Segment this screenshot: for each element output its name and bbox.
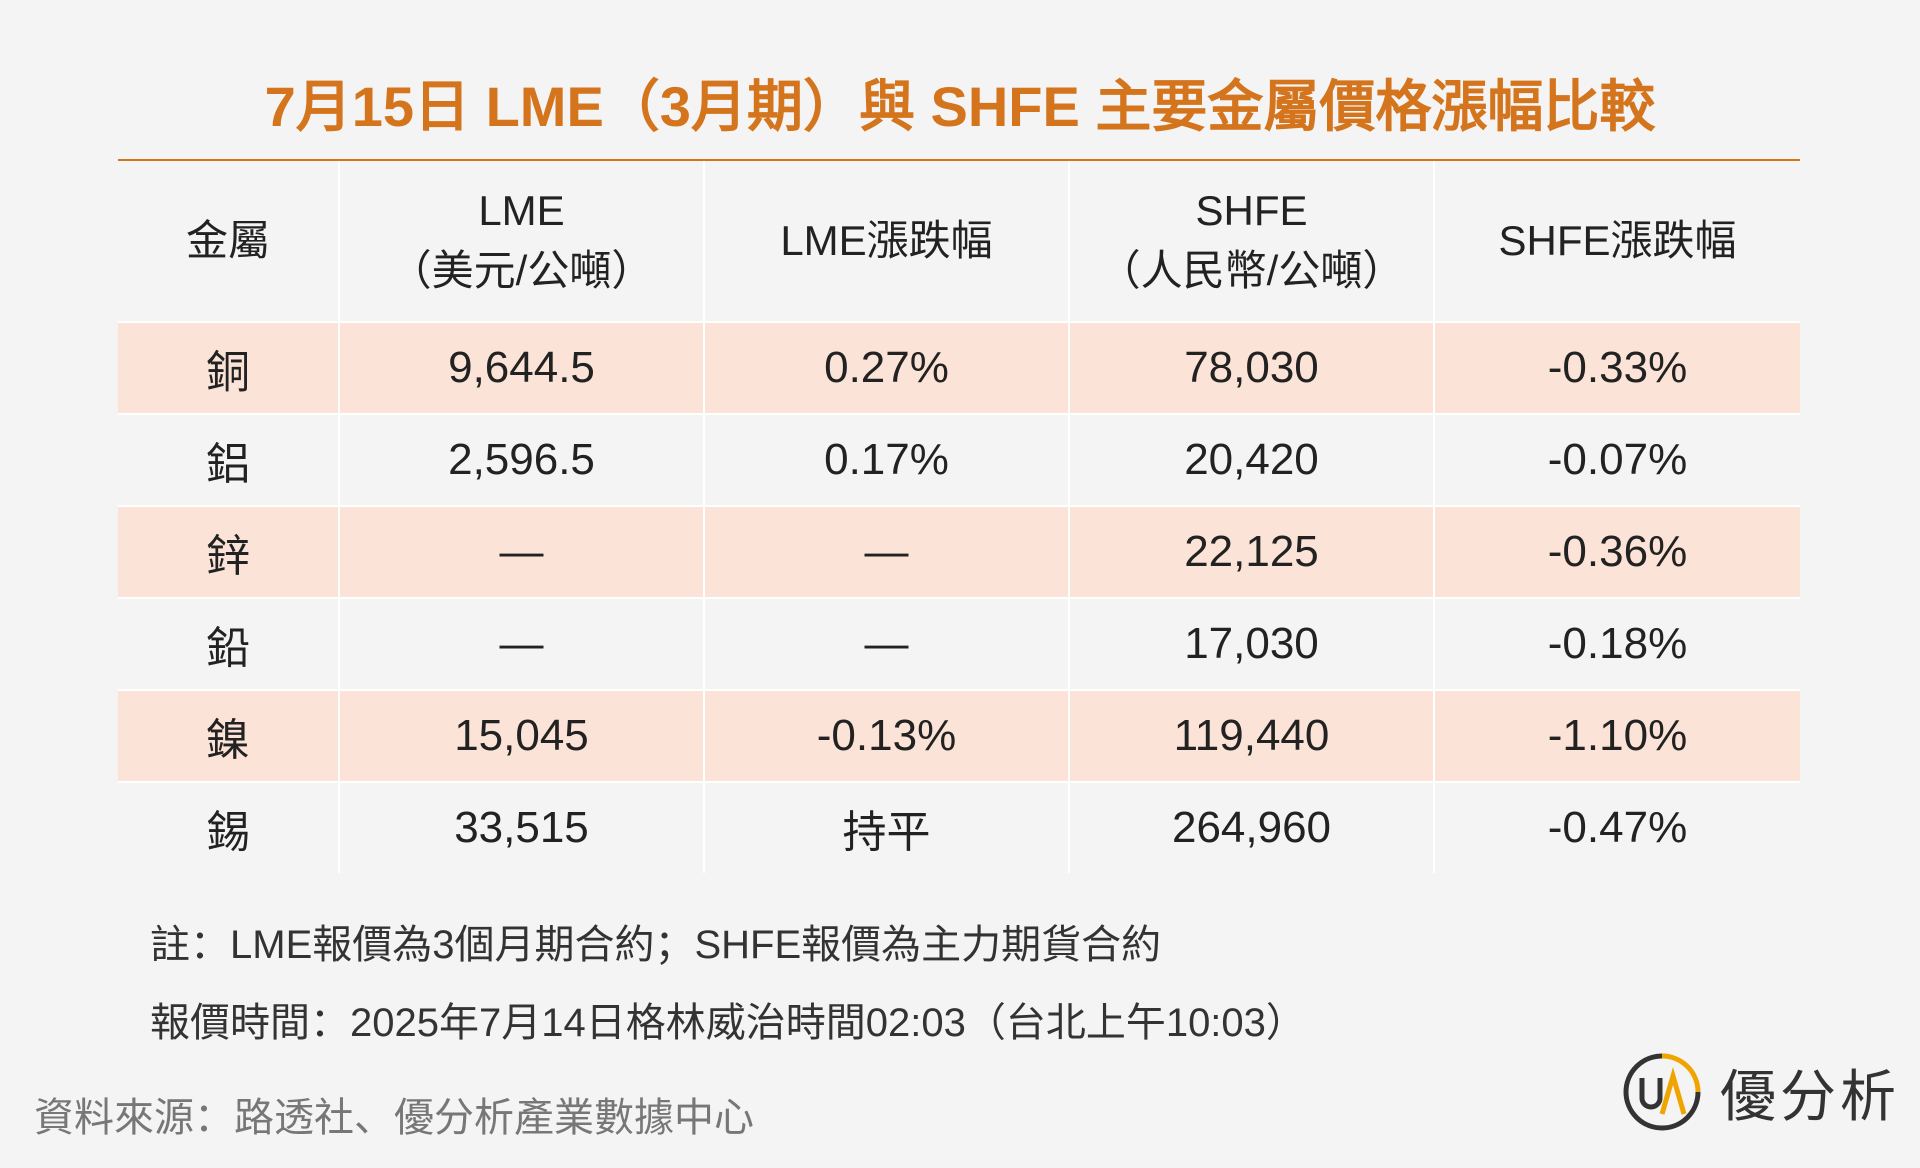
cell-text: 銅	[206, 348, 250, 397]
cell-text: 22,125	[1184, 527, 1319, 576]
cell-text: -0.33%	[1547, 343, 1688, 392]
cell-text: -1.10%	[1547, 711, 1688, 760]
table-cell: 銅	[118, 323, 340, 413]
table-cell: 9,644.5	[340, 323, 705, 413]
table-cell: —	[705, 599, 1070, 689]
logo-text: 優分析	[1720, 1064, 1900, 1128]
header-text: 金屬	[185, 217, 270, 264]
cell-text: 0.17%	[824, 435, 949, 484]
cell-text: 78,030	[1184, 343, 1319, 392]
table-cell: -0.18%	[1435, 599, 1800, 689]
table-cell: 22,125	[1070, 507, 1435, 597]
table-row: 鋅 — — 22,125 -0.36%	[118, 505, 1800, 597]
table-cell: 錫	[118, 783, 340, 873]
table-cell: 鋅	[118, 507, 340, 597]
cell-text: -0.13%	[816, 711, 957, 760]
table-row: 鋁 2,596.5 0.17% 20,420 -0.07%	[118, 413, 1800, 505]
cell-text: —	[499, 619, 544, 668]
table-cell: -0.36%	[1435, 507, 1800, 597]
logo-icon	[1623, 1053, 1701, 1131]
table-cell: -0.33%	[1435, 323, 1800, 413]
cell-text: 0.27%	[824, 343, 949, 392]
cell-text: 持平	[842, 808, 931, 857]
title: 7月15日 LME（3月期）與 SHFE 主要金屬價格漲幅比較	[264, 75, 1656, 138]
table-cell: —	[340, 599, 705, 689]
table-cell: 119,440	[1070, 691, 1435, 781]
cell-text: 9,644.5	[448, 343, 595, 392]
cell-text: 20,420	[1184, 435, 1319, 484]
header-cell: SHFE （人民幣/公噸）	[1070, 161, 1435, 321]
table-cell: -1.10%	[1435, 691, 1800, 781]
cell-text: 264,960	[1171, 803, 1332, 852]
cell-text: -0.18%	[1547, 619, 1688, 668]
header-text: LME	[478, 187, 565, 234]
cell-text: -0.07%	[1547, 435, 1688, 484]
table-cell: 0.17%	[705, 415, 1070, 505]
cell-text: 錫	[206, 808, 250, 857]
table-row: 鉛 — — 17,030 -0.18%	[118, 597, 1800, 689]
table-row: 銅 9,644.5 0.27% 78,030 -0.33%	[118, 321, 1800, 413]
logo: 優分析	[1620, 1050, 1900, 1134]
cell-text: —	[864, 527, 909, 576]
table-cell: 持平	[705, 783, 1070, 873]
cell-text: 33,515	[454, 803, 589, 852]
header-text: SHFE漲跌幅	[1498, 217, 1737, 264]
table: 金屬 LME （美元/公噸） LME漲跌幅 SHFE （人民幣/公噸） SHFE漲跌幅銅 9,…	[118, 159, 1800, 873]
cell-text: 鉛	[206, 624, 250, 673]
table-row: 鎳 15,045 -0.13% 119,440 -1.10%	[118, 689, 1800, 781]
cell-text: 鋅	[206, 532, 250, 581]
cell-text: 鋁	[206, 440, 250, 489]
source: 資料來源：路透社、優分析產業數據中心	[34, 1096, 754, 1140]
table-cell: 15,045	[340, 691, 705, 781]
header-cell: LME （美元/公噸）	[340, 161, 705, 321]
header-row: 金屬 LME （美元/公噸） LME漲跌幅 SHFE （人民幣/公噸） SHFE漲跌幅	[118, 161, 1800, 321]
cell-text: 15,045	[454, 711, 589, 760]
table-cell: 2,596.5	[340, 415, 705, 505]
table-cell: 鉛	[118, 599, 340, 689]
cell-text: 鎳	[206, 716, 250, 765]
cell-text: 119,440	[1173, 711, 1330, 760]
table-cell: —	[705, 507, 1070, 597]
header-cell: LME漲跌幅	[705, 161, 1070, 321]
header-cell: SHFE漲跌幅	[1435, 161, 1800, 321]
table-cell: 鋁	[118, 415, 340, 505]
cell-text: —	[864, 619, 909, 668]
header-text: LME漲跌幅	[780, 217, 993, 264]
table-cell: 17,030	[1070, 599, 1435, 689]
header-text: SHFE	[1195, 187, 1308, 234]
table-cell: 78,030	[1070, 323, 1435, 413]
cell-text: —	[499, 527, 544, 576]
table-cell: 20,420	[1070, 415, 1435, 505]
table-cell: 0.27%	[705, 323, 1070, 413]
table-row: 錫 33,515 持平 264,960 -0.47%	[118, 781, 1800, 873]
cell-text: -0.36%	[1547, 527, 1688, 576]
note: 註：LME報價為3個月期合約；SHFE報價為主力期貨合約	[150, 923, 1162, 967]
table-cell: -0.07%	[1435, 415, 1800, 505]
header-cell: 金屬	[118, 161, 340, 321]
cell-text: 2,596.5	[448, 435, 595, 484]
table-cell: —	[340, 507, 705, 597]
cell-text: 17,030	[1184, 619, 1319, 668]
table-cell: -0.47%	[1435, 783, 1800, 873]
table-cell: 33,515	[340, 783, 705, 873]
table-cell: -0.13%	[705, 691, 1070, 781]
note: 報價時間：2025年7月14日格林威治時間02:03（台北上午10:03）	[150, 1001, 1306, 1045]
header-text: （美元/公噸）	[389, 247, 654, 294]
header-text: （人民幣/公噸）	[1098, 247, 1405, 294]
cell-text: -0.47%	[1547, 803, 1688, 852]
table-cell: 264,960	[1070, 783, 1435, 873]
table-cell: 鎳	[118, 691, 340, 781]
